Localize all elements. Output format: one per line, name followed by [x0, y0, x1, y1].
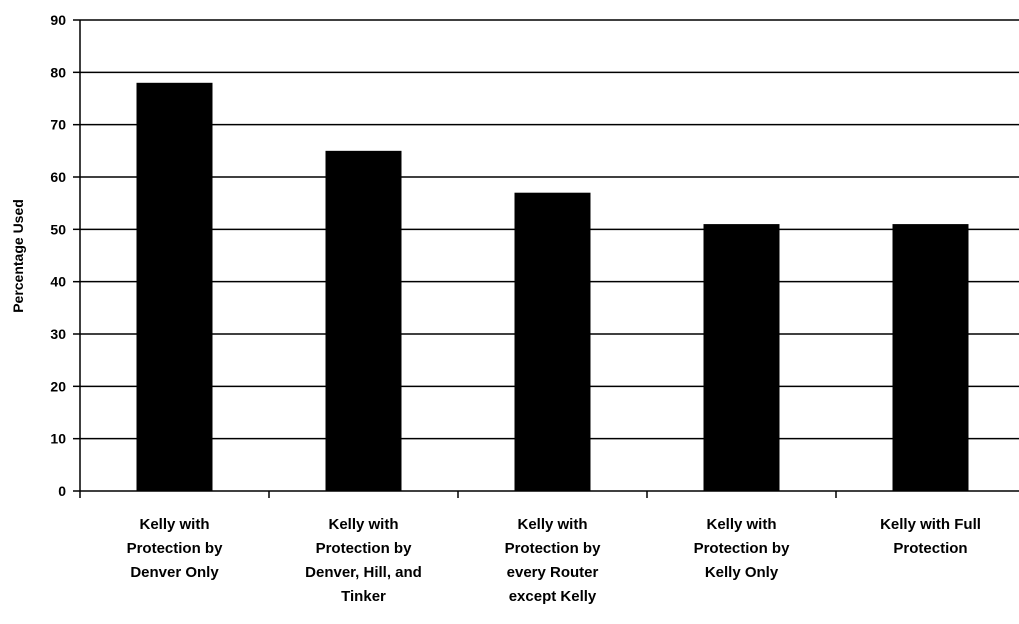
- x-category-label: Kelly with Full Protection: [880, 516, 981, 557]
- y-tick-label: 0: [58, 483, 66, 499]
- y-tick-label: 40: [50, 274, 66, 290]
- x-category-label: Kelly with Protection by every Router excep…: [505, 516, 602, 605]
- y-tick-label: 70: [50, 117, 66, 133]
- y-tick-label: 10: [50, 431, 66, 447]
- y-tick-label: 30: [50, 326, 66, 342]
- y-tick-label: 80: [50, 64, 66, 80]
- bar: [703, 224, 780, 491]
- x-category-label: Kelly with Protection by Kelly Only: [694, 516, 791, 581]
- bar: [892, 224, 969, 491]
- y-axis-title: Percentage Used: [10, 199, 26, 313]
- x-category-label: Kelly with Protection by Denver, Hill, and…: [305, 516, 422, 605]
- bar: [514, 192, 591, 491]
- y-tick-label: 20: [50, 378, 66, 394]
- bar: [325, 150, 402, 492]
- bar: [136, 82, 213, 492]
- x-category-label: Kelly with Protection by Denver Only: [127, 516, 224, 581]
- y-tick-label: 90: [50, 12, 66, 28]
- y-tick-label: 60: [50, 169, 66, 185]
- y-tick-label: 50: [50, 221, 66, 237]
